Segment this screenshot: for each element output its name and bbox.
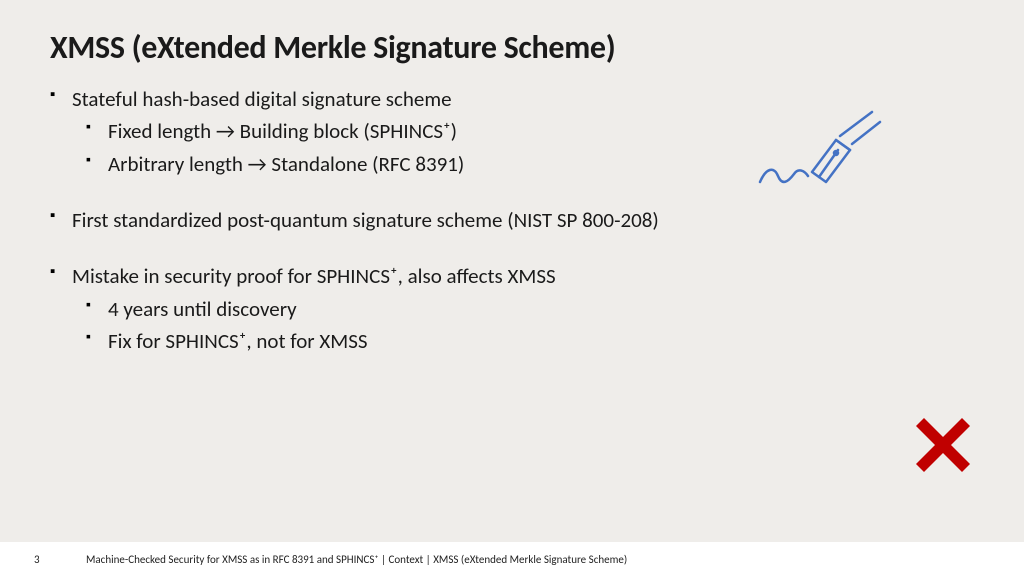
slide: XMSS (eXtended Merkle Signature Scheme) …	[0, 0, 1024, 576]
slide-title: XMSS (eXtended Merkle Signature Scheme)	[50, 28, 974, 67]
bullet-3-text: Mistake in security proof for SPHINCS⁺, …	[72, 263, 556, 289]
bullet-1-text: Stateful hash-based digital signature sc…	[72, 86, 452, 112]
signature-pen-icon	[754, 110, 884, 200]
bullet-3-sub-1: 4 years until discovery	[86, 295, 974, 323]
slide-footer: 3 Machine-Checked Security for XMSS as i…	[0, 542, 1024, 576]
bullet-2-text: First standardized post-quantum signatur…	[72, 207, 659, 233]
bullet-3: Mistake in security proof for SPHINCS⁺, …	[50, 262, 974, 355]
page-number: 3	[34, 553, 86, 566]
bullet-3-sub-2: Fix for SPHINCS⁺, not for XMSS	[86, 327, 974, 355]
cross-x-icon	[912, 414, 974, 476]
footer-text: Machine-Checked Security for XMSS as in …	[86, 553, 627, 566]
bullet-3-sublist: 4 years until discovery Fix for SPHINCS⁺…	[72, 295, 974, 356]
bullet-2: First standardized post-quantum signatur…	[50, 206, 974, 234]
